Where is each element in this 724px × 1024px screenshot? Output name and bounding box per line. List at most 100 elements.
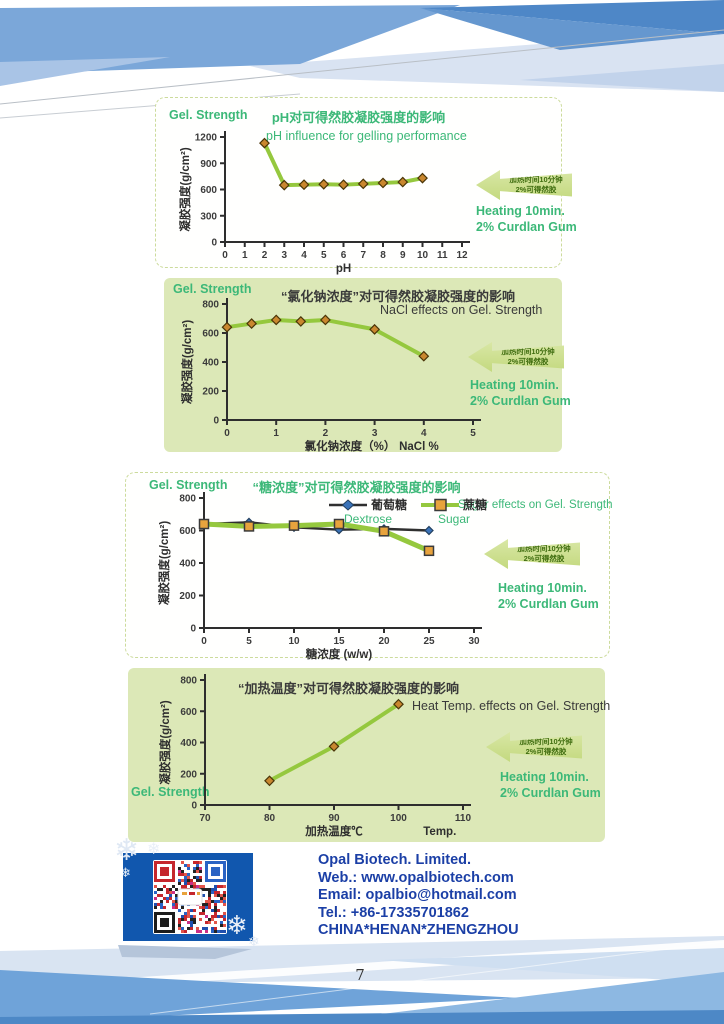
- svg-text:1: 1: [242, 250, 248, 261]
- gel-strength-label: Gel. Strength: [131, 785, 210, 799]
- snowflake-icon: ❄: [147, 841, 161, 858]
- svg-text:10: 10: [417, 250, 429, 261]
- svg-text:0: 0: [190, 624, 196, 635]
- legend-item-dextrose: 葡萄糖 Dextrose: [329, 496, 407, 526]
- svg-text:凝胶强度(g/cm²): 凝胶强度(g/cm²): [180, 320, 194, 404]
- svg-text:15: 15: [333, 636, 345, 647]
- svg-text:加热温度℃: 加热温度℃: [304, 824, 363, 838]
- svg-text:80: 80: [264, 813, 276, 824]
- arrow-note-line1: 加热时间10分钟: [501, 346, 555, 356]
- chart-subtitle: NaCl effects on Gel. Strength: [380, 303, 543, 317]
- page-number: 7: [355, 966, 365, 984]
- phone-line: Tel.: +86-17335701862: [318, 904, 469, 921]
- svg-text:NaCl %: NaCl %: [399, 441, 439, 453]
- svg-text:600: 600: [180, 707, 197, 718]
- svg-text:100: 100: [390, 813, 407, 824]
- svg-text:1200: 1200: [195, 133, 218, 144]
- legend-item-sugar: 蔗糖 Sugar: [421, 496, 487, 526]
- svg-text:4: 4: [301, 250, 307, 261]
- chart-title: “糖浓度”对可得然胶凝胶强度的影响: [252, 480, 461, 495]
- svg-text:0: 0: [224, 428, 230, 439]
- svg-text:600: 600: [202, 329, 219, 340]
- svg-text:30: 30: [468, 636, 480, 647]
- svg-text:10: 10: [288, 636, 300, 647]
- gel-strength-label: Gel. Strength: [169, 108, 248, 122]
- qr-code: [153, 860, 227, 934]
- sugar-line-icon: [421, 498, 460, 511]
- svg-text:Temp.: Temp.: [423, 826, 456, 838]
- svg-text:800: 800: [180, 676, 197, 687]
- svg-text:2: 2: [323, 428, 329, 439]
- chart-subtitle: pH influence for gelling performance: [266, 129, 467, 143]
- top-banner-decoration: [0, 0, 724, 119]
- contact-block: Opal Biotech. Limited. Web.: www.opalbio…: [318, 852, 519, 940]
- heating-note: Heating 10min. 2% Curdlan Gum: [476, 204, 577, 234]
- heating-note: Heating 10min. 2% Curdlan Gum: [500, 770, 601, 800]
- svg-text:6: 6: [341, 250, 347, 261]
- svg-text:pH: pH: [336, 263, 351, 275]
- svg-text:400: 400: [179, 559, 196, 570]
- arrow-note-line2: 2%可得然胶: [525, 747, 567, 756]
- svg-text:600: 600: [200, 185, 217, 196]
- nacl-chart-plot: 0 200 400 600 800 0 1 2 3 4 5 凝胶强度(g/cm²) 氯化钠浓度（%） Na…: [180, 298, 481, 453]
- svg-text:凝胶强度(g/cm²): 凝胶强度(g/cm²): [157, 521, 171, 605]
- svg-text:0: 0: [222, 250, 228, 261]
- svg-text:20: 20: [378, 636, 390, 647]
- svg-text:900: 900: [200, 159, 217, 170]
- gel-strength-label: Gel. Strength: [149, 478, 228, 492]
- chart-subtitle: Heat Temp. effects on Gel. Strength: [412, 699, 611, 713]
- gel-strength-label: Gel. Strength: [173, 282, 252, 296]
- svg-text:5: 5: [470, 428, 476, 439]
- company-name: Opal Biotech. Limited.: [318, 852, 472, 868]
- arrow-note-line1: 加热时间10分钟: [517, 543, 571, 553]
- svg-text:400: 400: [202, 358, 219, 369]
- location-line: CHINA*HENAN*ZHENGZHOU: [318, 922, 519, 938]
- svg-text:300: 300: [200, 211, 217, 222]
- svg-text:0: 0: [213, 416, 219, 427]
- arrow-note-line2: 2%可得然胶: [515, 185, 557, 194]
- snowflake-icon: ❄: [248, 933, 260, 949]
- svg-text:70: 70: [199, 813, 211, 824]
- snowflake-icon: ❄: [226, 910, 248, 940]
- svg-text:5: 5: [321, 250, 327, 261]
- heating-note: Heating 10min. 2% Curdlan Gum: [470, 378, 571, 408]
- svg-text:3: 3: [372, 428, 378, 439]
- arrow-note-line1: 加热时间10分钟: [519, 736, 573, 746]
- svg-text:200: 200: [180, 769, 197, 780]
- nacl-chart-card: Gel. Strength “氯化钠浓度”对可得然胶凝胶强度的影响 NaCl e…: [164, 278, 571, 453]
- heating-note: Heating 10min. 2% Curdlan Gum: [498, 581, 599, 611]
- chart-title: pH对可得然胶凝胶强度的影响: [271, 110, 446, 125]
- svg-text:600: 600: [179, 526, 196, 537]
- svg-text:200: 200: [202, 387, 219, 398]
- chart-title: “氯化钠浓度”对可得然胶凝胶强度的影响: [280, 289, 515, 304]
- ph-chart-card: Gel. Strength pH对可得然胶凝胶强度的影响 pH influenc…: [155, 97, 577, 275]
- svg-text:800: 800: [202, 300, 219, 311]
- svg-text:0: 0: [201, 636, 207, 647]
- svg-text:9: 9: [400, 250, 406, 261]
- svg-text:0: 0: [211, 238, 217, 249]
- svg-text:2: 2: [262, 250, 268, 261]
- svg-text:4: 4: [421, 428, 427, 439]
- svg-text:90: 90: [328, 813, 340, 824]
- email-line: Email: opalbio@hotmail.com: [318, 887, 517, 903]
- svg-text:400: 400: [180, 738, 197, 749]
- svg-text:12: 12: [456, 250, 468, 261]
- chart-subtitle: Sugar effects on Gel. Strength: [458, 499, 613, 511]
- bottom-banner-decoration: [0, 936, 724, 1024]
- qr-code-panel: [123, 853, 253, 941]
- arrow-note-line1: 加热时间10分钟: [509, 174, 563, 184]
- svg-text:3: 3: [281, 250, 287, 261]
- svg-text:凝胶强度(g/cm²): 凝胶强度(g/cm²): [158, 700, 172, 784]
- svg-text:凝胶强度(g/cm²): 凝胶强度(g/cm²): [178, 147, 192, 231]
- svg-text:110: 110: [455, 813, 472, 824]
- website-line: Web.: www.opalbiotech.com: [318, 869, 514, 886]
- svg-text:800: 800: [179, 494, 196, 505]
- arrow-note-line2: 2%可得然胶: [523, 554, 565, 563]
- svg-text:糖浓度 (w/w): 糖浓度 (w/w): [306, 647, 373, 661]
- svg-text:25: 25: [423, 636, 435, 647]
- svg-text:1: 1: [273, 428, 279, 439]
- chart-title: “加热温度”对可得然胶凝胶强度的影响: [238, 681, 460, 696]
- temperature-chart-card: Gel. Strength “加热温度”对可得然胶凝胶强度的影响 Heat Te…: [128, 668, 610, 842]
